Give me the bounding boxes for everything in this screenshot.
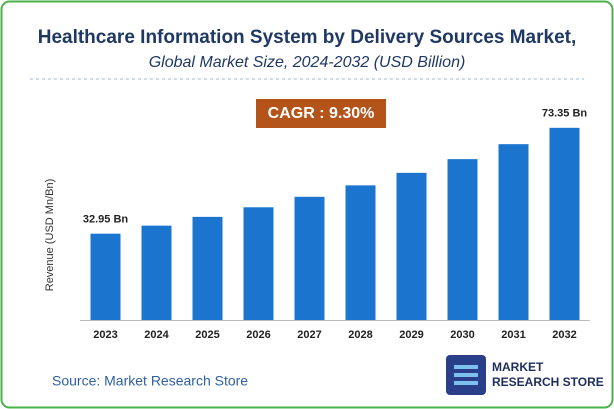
logo-text: RESEARCH STORE <box>492 375 604 389</box>
x-tick-label: 2031 <box>501 329 525 341</box>
logo-stripes <box>454 365 478 385</box>
x-tick-label: 2024 <box>144 329 169 341</box>
value-label: 32.95 Bn <box>83 214 129 226</box>
x-tick-label: 2023 <box>93 329 117 341</box>
bar <box>447 159 478 320</box>
bar <box>498 144 529 320</box>
source: Source: Market Research Store <box>52 373 248 389</box>
logo: MARKET RESEARCH STORE <box>446 355 604 395</box>
bar <box>396 172 427 320</box>
bar <box>90 233 121 320</box>
x-tick-label: 2026 <box>246 329 270 341</box>
cagr-box <box>256 99 386 128</box>
logo-text: MARKET <box>492 360 544 374</box>
y-axis-label: Revenue (USD Mn/Bn) <box>44 179 56 292</box>
x-tick-label: 2028 <box>348 329 372 341</box>
bar <box>243 207 274 320</box>
bar <box>345 185 376 320</box>
x-tick-label: 2027 <box>297 329 321 341</box>
value-label: 73.35 Bn <box>542 108 588 120</box>
x-tick-label: 2025 <box>195 329 219 341</box>
bar <box>192 216 223 320</box>
x-tick-label: 2029 <box>399 329 423 341</box>
cagr-label: CAGR : 9.30% <box>268 105 375 122</box>
bar <box>549 127 580 320</box>
x-tick-label: 2032 <box>552 329 576 341</box>
chart-subtitle: Global Market Size, 2024-2032 (USD Billi… <box>149 54 466 71</box>
bar <box>141 225 172 320</box>
chart-title: Healthcare Information System by Deliver… <box>38 27 577 48</box>
x-tick-label: 2030 <box>450 329 474 341</box>
bar <box>294 196 325 320</box>
